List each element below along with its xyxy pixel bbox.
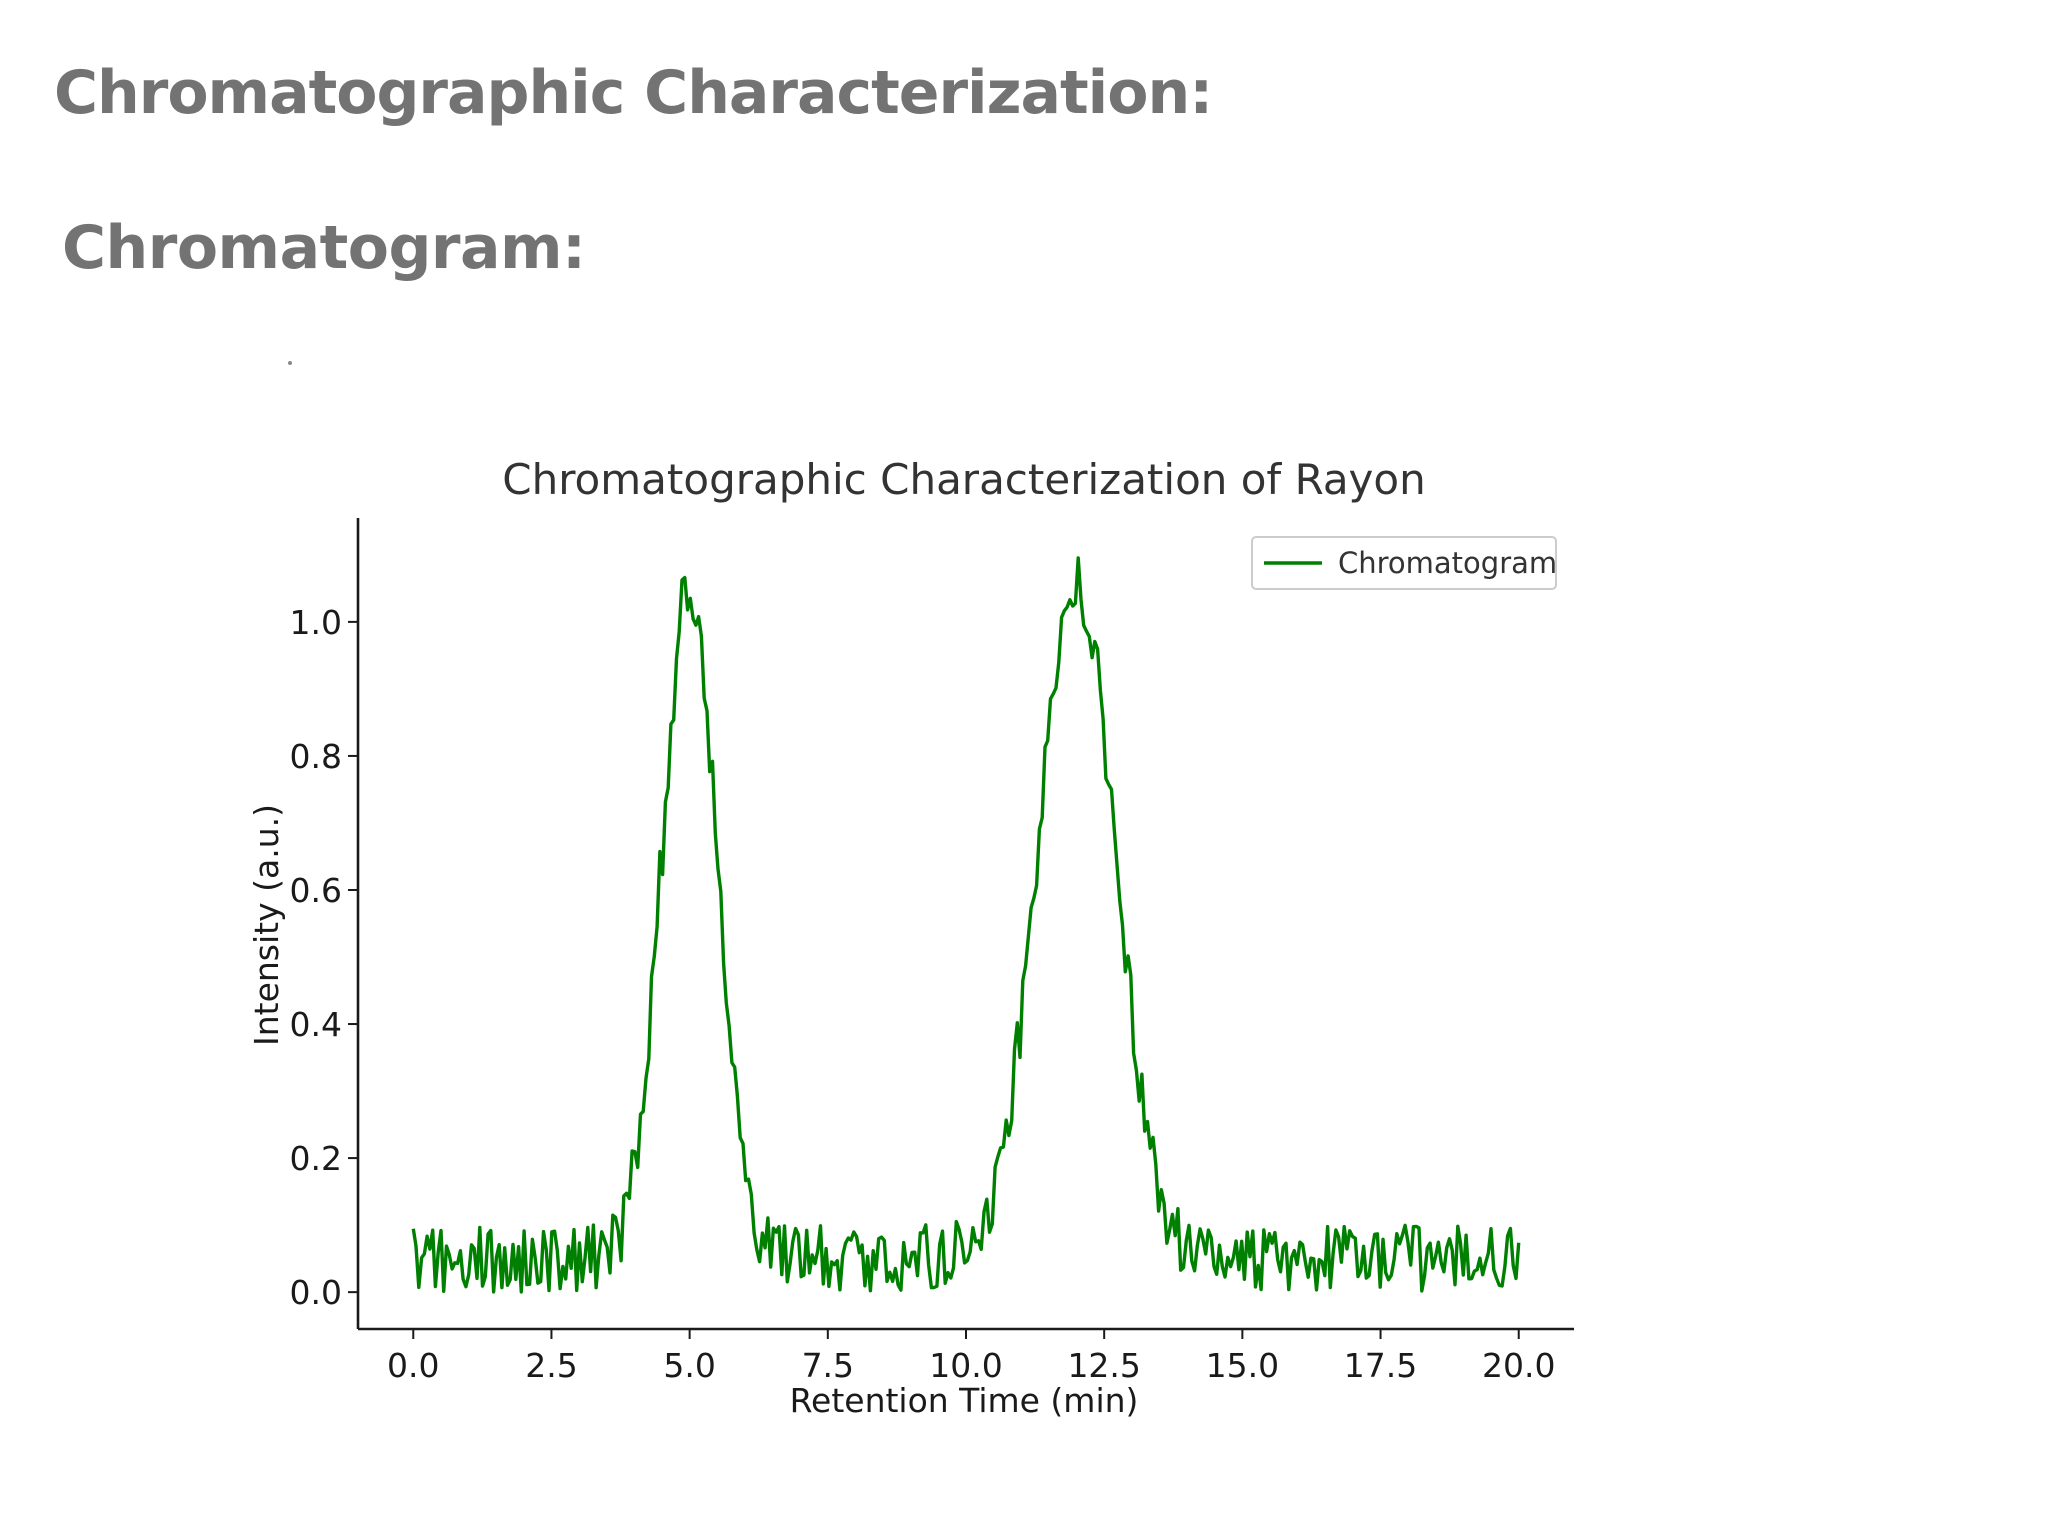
legend-label: Chromatogram [1338, 546, 1557, 580]
slide-heading: Chromatographic Characterization: [54, 58, 1213, 128]
chart-title: Chromatographic Characterization of Rayo… [502, 455, 1425, 504]
y-axis: 0.0 0.2 0.4 0.6 0.8 1.0 [290, 518, 360, 1329]
decorative-dot [288, 361, 292, 365]
y-tick-label: 0.8 [290, 737, 342, 776]
slide-subheading: Chromatogram: [62, 213, 586, 283]
y-tick-label: 0.2 [290, 1139, 342, 1178]
plot-area [411, 556, 1521, 1294]
legend-box [1251, 536, 1557, 590]
x-tick-label: 0.0 [387, 1346, 439, 1385]
x-tick-label: 7.5 [802, 1346, 854, 1385]
y-tick-label: 0.6 [290, 871, 342, 910]
y-tick-label: 0.0 [290, 1273, 342, 1312]
x-tick-label: 5.0 [663, 1346, 715, 1385]
x-tick-label: 10.0 [929, 1346, 1002, 1385]
y-tick-label: 0.4 [290, 1005, 342, 1044]
chart-legend: Chromatogram [1251, 536, 1557, 590]
x-tick-label: 15.0 [1206, 1346, 1279, 1385]
chromatogram-line [411, 556, 1521, 1294]
x-tick-label: 20.0 [1482, 1346, 1555, 1385]
x-axis-label: Retention Time (min) [790, 1381, 1139, 1420]
y-tick-label: 1.0 [290, 603, 342, 642]
x-tick-label: 17.5 [1344, 1346, 1417, 1385]
x-axis: 0.0 2.5 5.0 7.5 10.0 12.5 15.0 17.5 20.0 [358, 1327, 1574, 1385]
x-tick-label: 12.5 [1067, 1346, 1140, 1385]
y-axis-label: Intensity (a.u.) [247, 804, 286, 1046]
x-tick-label: 2.5 [525, 1346, 577, 1385]
